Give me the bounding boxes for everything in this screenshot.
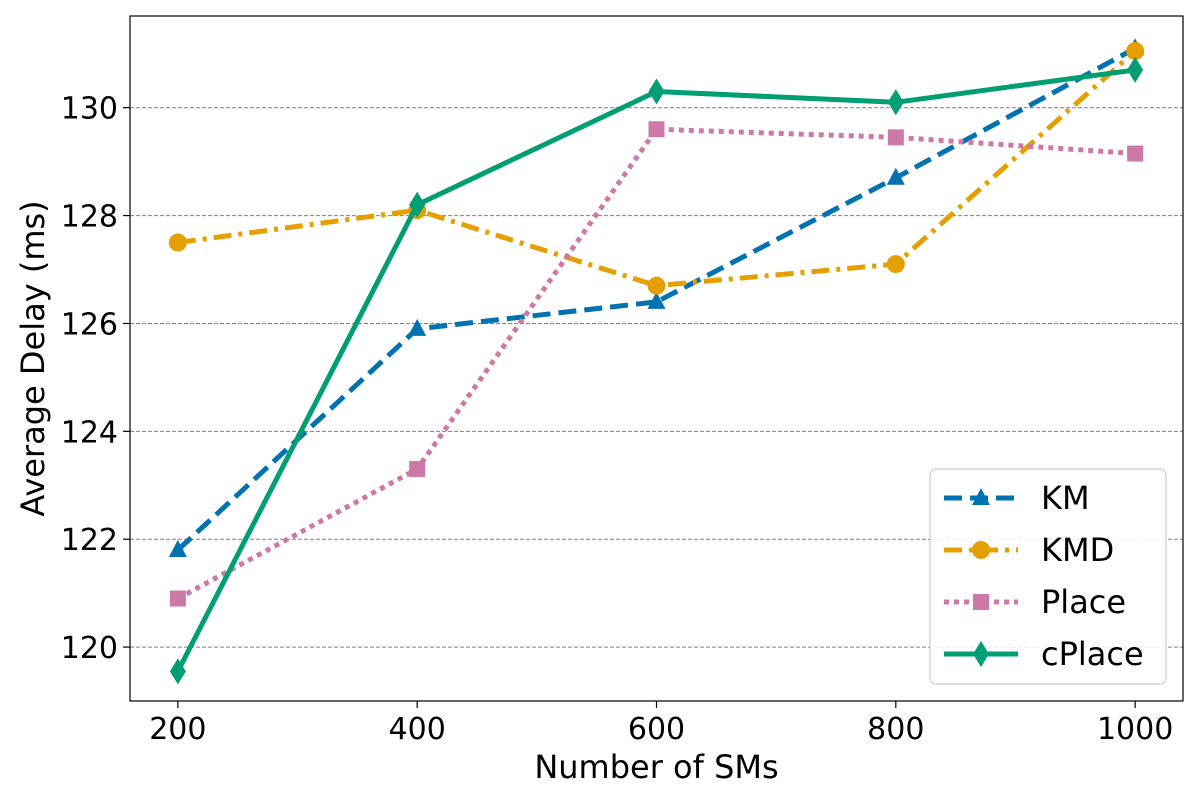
- series-line-place: [176, 126, 1136, 601]
- data-point-place: [887, 129, 904, 146]
- x-tick-label: 1000: [1097, 712, 1173, 747]
- y-axis-ticks: 120 122 124 126 128 130: [61, 92, 130, 666]
- legend-marker-kmd: [972, 541, 990, 559]
- x-tick-label: 400: [389, 712, 446, 747]
- data-point-cplace: [887, 89, 904, 116]
- y-tick-label: 122: [61, 523, 118, 558]
- legend-label-km: KM: [1041, 479, 1090, 517]
- data-point-km: [886, 167, 905, 185]
- data-point-place: [648, 121, 665, 138]
- data-point-kmd: [647, 276, 666, 295]
- data-point-km: [647, 291, 666, 309]
- legend-label-kmd: KMD: [1041, 531, 1114, 569]
- legend-marker-km: [972, 488, 990, 505]
- legend-marker-cplace: [973, 641, 989, 667]
- y-tick-label: 120: [61, 631, 118, 666]
- y-tick-label: 128: [61, 200, 118, 235]
- data-point-place: [1127, 145, 1144, 162]
- data-point-cplace: [169, 658, 186, 685]
- y-tick-label: 124: [61, 415, 118, 450]
- y-tick-label: 126: [61, 307, 118, 342]
- data-point-km: [168, 539, 187, 557]
- series-line-km: [176, 46, 1137, 552]
- legend-item-kmd: KMD: [944, 531, 1114, 569]
- legend-marker-place: [973, 594, 989, 610]
- x-axis-label: Number of SMs: [534, 748, 778, 786]
- x-axis-ticks: 200 400 600 800 1000: [149, 701, 1173, 747]
- series-cplace: [169, 56, 1144, 685]
- data-point-km: [408, 318, 427, 336]
- data-point-place: [409, 461, 426, 478]
- x-tick-label: 600: [628, 712, 685, 747]
- data-point-cplace: [409, 191, 426, 218]
- legend-item-cplace: cPlace: [944, 635, 1144, 673]
- data-point-kmd: [886, 255, 905, 274]
- y-tick-label: 130: [61, 92, 118, 127]
- x-tick-label: 800: [867, 712, 924, 747]
- data-point-cplace: [1127, 56, 1144, 83]
- series-line-kmd: [177, 49, 1137, 289]
- data-point-cplace: [648, 78, 665, 105]
- y-axis-label: Average Delay (ms): [14, 200, 52, 516]
- legend: KM KMD Place cPlace: [929, 468, 1167, 685]
- legend-box: [929, 468, 1167, 685]
- legend-item-km: KM: [944, 479, 1090, 517]
- legend-label-place: Place: [1041, 583, 1126, 621]
- x-tick-label: 200: [149, 712, 206, 747]
- series-place: [169, 121, 1144, 607]
- data-point-kmd: [1126, 42, 1145, 61]
- legend-label-cplace: cPlace: [1041, 635, 1144, 673]
- data-point-place: [169, 590, 186, 607]
- series-layer: [168, 38, 1145, 685]
- legend-item-place: Place: [944, 583, 1126, 621]
- data-point-kmd: [168, 233, 187, 252]
